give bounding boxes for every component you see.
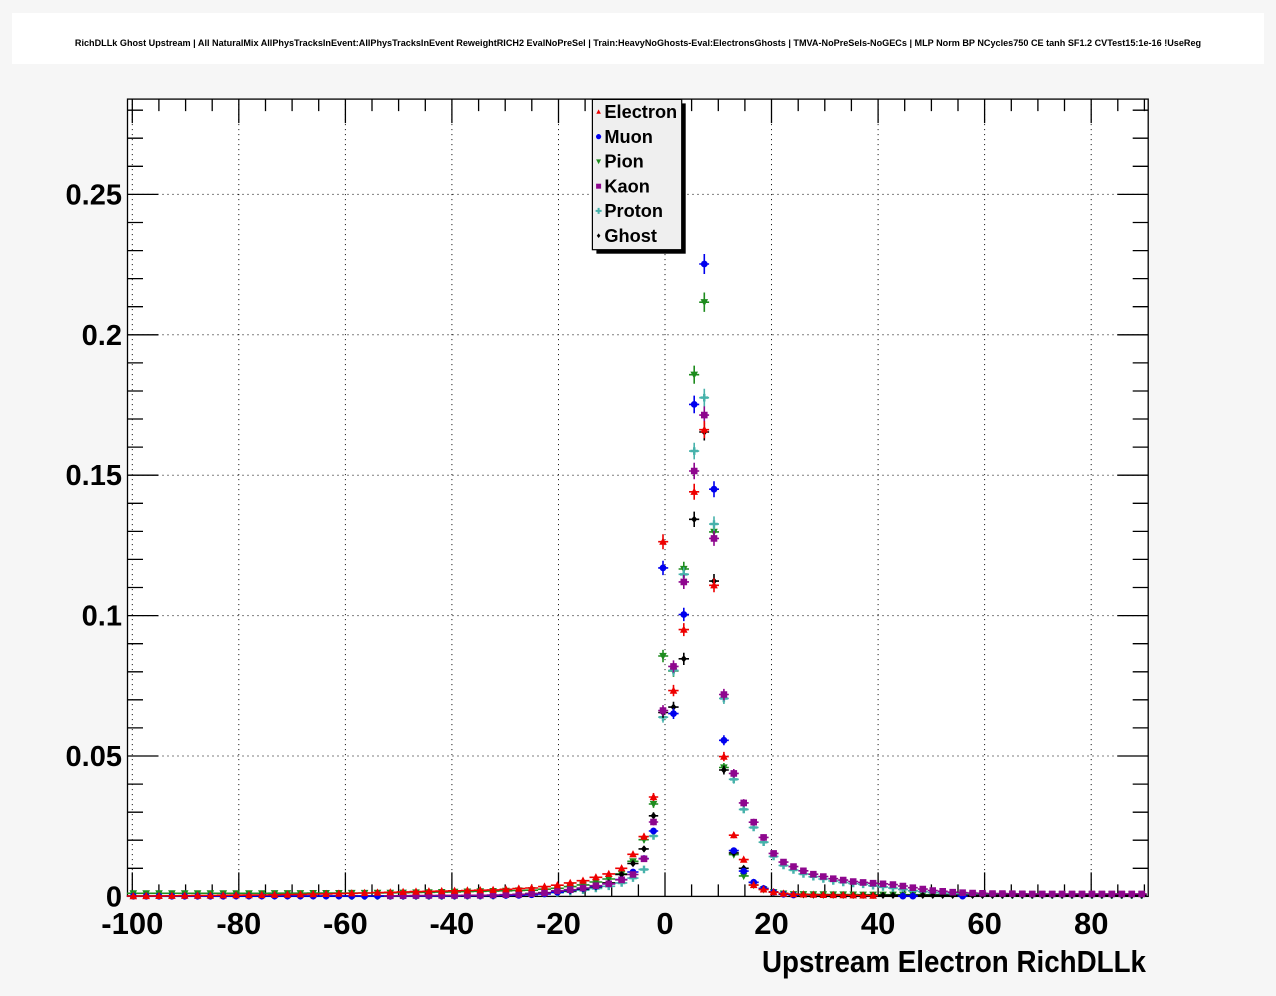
svg-text:0.25: 0.25 <box>66 179 122 211</box>
svg-text:Upstream Electron RichDLLk: Upstream Electron RichDLLk <box>762 944 1147 979</box>
svg-text:80: 80 <box>1074 906 1108 941</box>
svg-text:Kaon: Kaon <box>604 176 649 196</box>
svg-text:-80: -80 <box>216 906 261 941</box>
svg-text:RichDLLk Ghost Upstream | All: RichDLLk Ghost Upstream | All NaturalMix… <box>75 38 1201 48</box>
svg-text:Ghost: Ghost <box>604 226 657 246</box>
svg-text:-100: -100 <box>101 906 163 941</box>
svg-text:-60: -60 <box>323 906 368 941</box>
svg-text:Electron: Electron <box>604 102 677 122</box>
svg-text:40: 40 <box>861 906 895 941</box>
svg-text:-40: -40 <box>429 906 474 941</box>
svg-text:Proton: Proton <box>604 201 663 221</box>
svg-text:0.05: 0.05 <box>66 741 122 773</box>
svg-text:0: 0 <box>656 906 673 941</box>
svg-text:0.15: 0.15 <box>66 460 122 492</box>
svg-text:0: 0 <box>106 881 122 913</box>
svg-text:Pion: Pion <box>604 152 643 172</box>
svg-text:-20: -20 <box>536 906 581 941</box>
svg-text:0.1: 0.1 <box>82 601 122 633</box>
svg-text:20: 20 <box>754 906 788 941</box>
svg-text:60: 60 <box>967 906 1001 941</box>
svg-text:0.2: 0.2 <box>82 320 122 352</box>
svg-text:Muon: Muon <box>604 127 652 147</box>
